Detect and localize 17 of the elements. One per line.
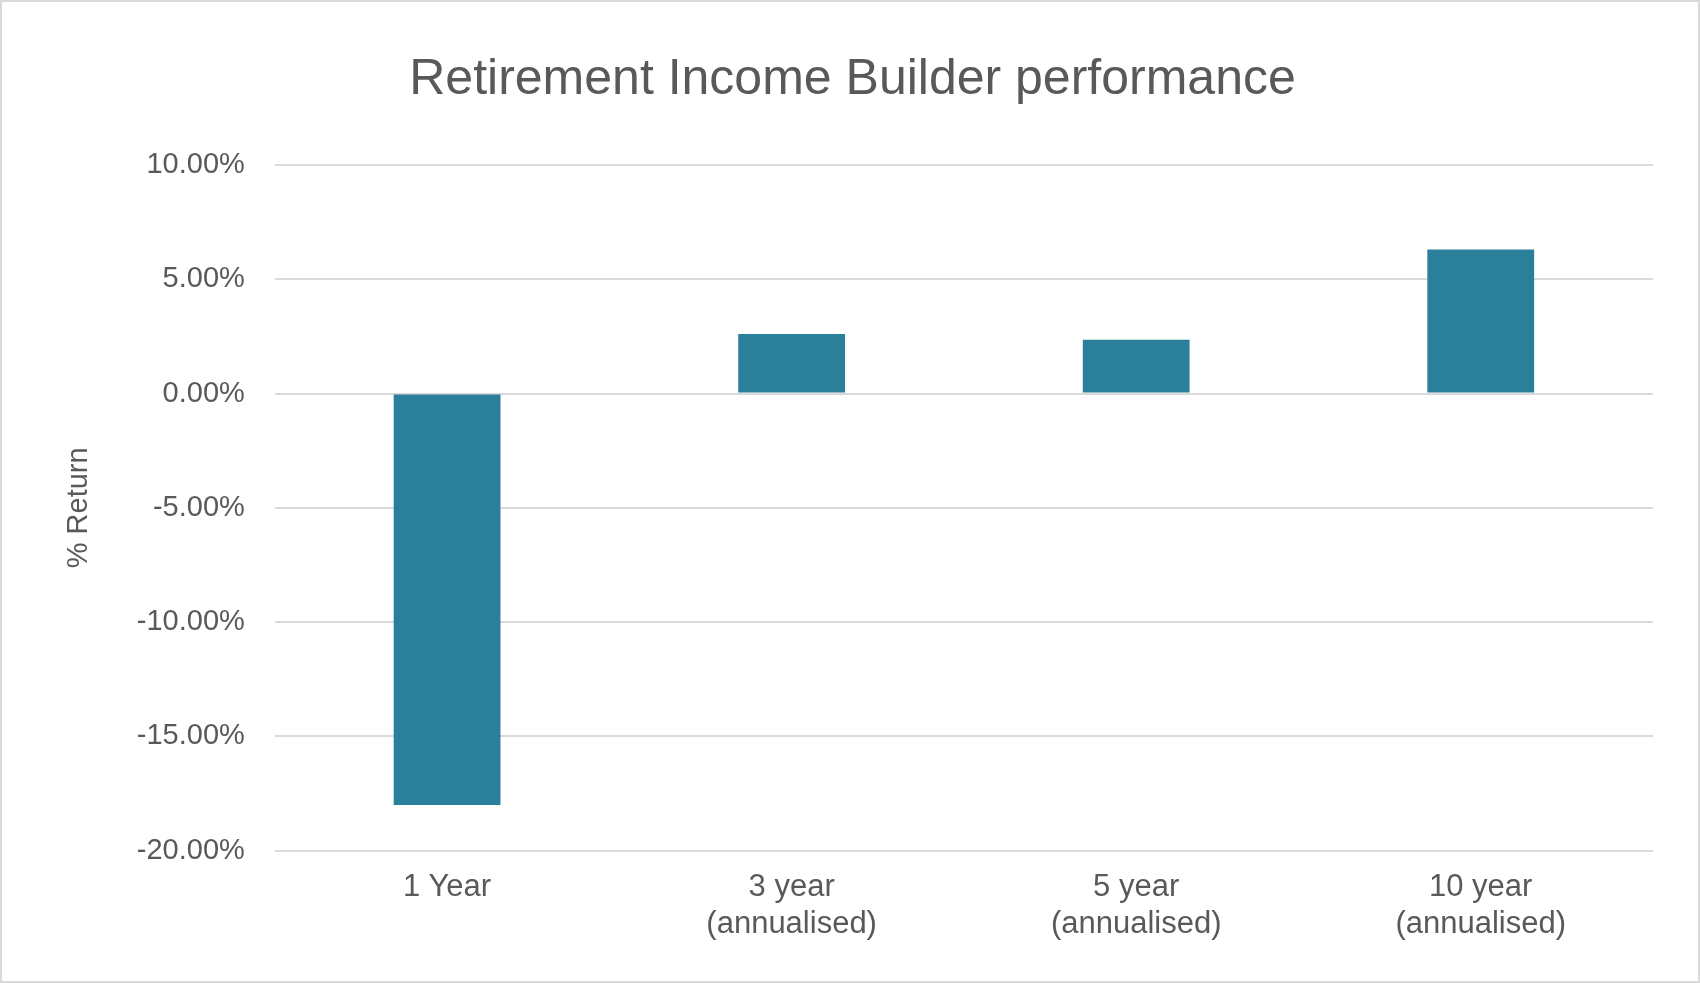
y-tick-label: -10.00% (136, 604, 245, 637)
y-tick-label: -20.00% (136, 832, 245, 865)
x-tick-label: 1 Year (403, 867, 492, 903)
x-tick-label: 5 year (annualised) (1050, 867, 1222, 940)
y-tick-label: 5.00% (162, 261, 245, 294)
y-tick-label: -5.00% (152, 489, 245, 522)
bar (738, 334, 846, 393)
bar (1082, 339, 1190, 393)
bar (1427, 249, 1535, 393)
chart-title: Retirement Income Builder performance (409, 48, 1296, 105)
x-tick-label: 3 year (annualised) (706, 867, 877, 940)
x-tick-label: 10 year (annualised) (1395, 867, 1567, 940)
bar (393, 394, 501, 805)
y-tick-label: 0.00% (162, 375, 245, 408)
y-axis-title: % Return (61, 447, 94, 569)
y-tick-label: 10.00% (146, 147, 245, 179)
y-tick-label: -15.00% (136, 718, 245, 751)
